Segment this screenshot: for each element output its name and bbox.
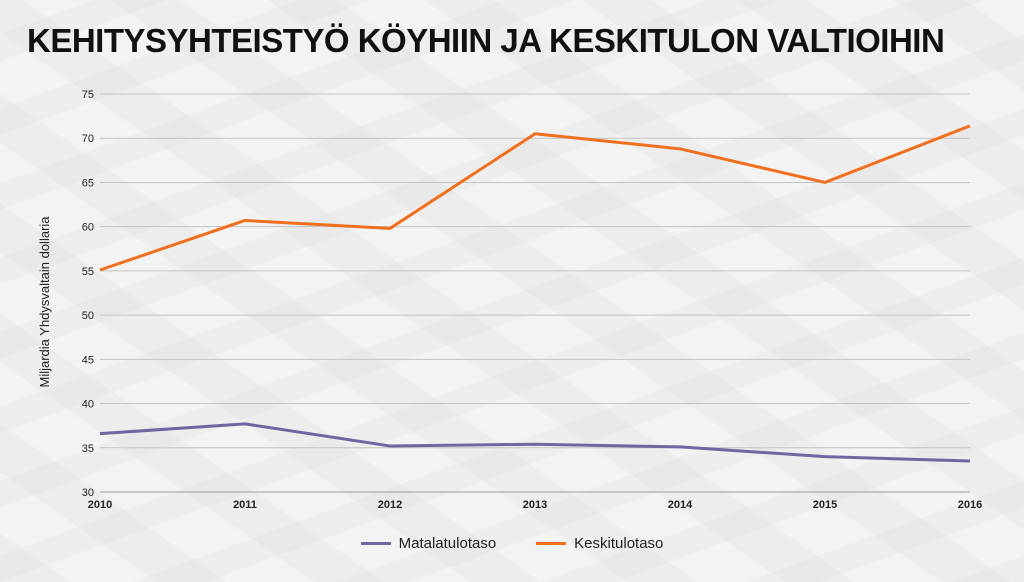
x-tick-label: 2016	[958, 499, 982, 511]
x-axis-ticks: 2010 2011 2012 2013 2014 2015 2016	[88, 499, 982, 511]
y-tick-label: 70	[82, 133, 94, 145]
y-tick-label: 45	[82, 354, 94, 366]
x-tick-label: 2011	[233, 499, 257, 511]
y-tick-label: 40	[82, 399, 94, 411]
gridlines	[100, 93, 970, 493]
legend-label: Keskitulotaso	[574, 535, 664, 552]
legend-item-keskitulotaso: Keskitulotaso	[536, 535, 663, 552]
y-tick-label: 65	[82, 177, 94, 189]
y-tick-label: 55	[82, 266, 94, 278]
legend-swatch	[536, 542, 567, 545]
y-tick-label: 30	[82, 487, 94, 499]
y-tick-label: 60	[82, 222, 94, 234]
y-tick-label: 75	[82, 89, 94, 101]
y-tick-label: 50	[82, 310, 94, 322]
series-line-keskitulotaso	[99, 124, 971, 272]
series-lines	[99, 124, 971, 463]
x-tick-label: 2015	[813, 499, 837, 511]
y-tick-label: 35	[82, 443, 94, 455]
x-tick-label: 2014	[668, 499, 693, 511]
x-tick-label: 2012	[378, 499, 402, 511]
legend-swatch	[360, 542, 391, 545]
chart-title: KEHITYSYHTEISTYÖ KÖYHIIN JA KESKITULON V…	[27, 22, 945, 59]
y-axis-ticks: 30 35 40 45 50 55 60 65 70 75	[82, 89, 94, 499]
legend: Matalatulotaso Keskitulotaso	[0, 535, 1024, 552]
legend-item-matalatulotaso: Matalatulotaso	[360, 535, 497, 552]
series-line-matalatulotaso	[99, 422, 971, 463]
legend-label: Matalatulotaso	[398, 535, 497, 552]
y-axis-label: Miljardia Yhdysvaltain dollaria	[37, 216, 52, 388]
x-tick-label: 2013	[523, 499, 547, 511]
x-tick-label: 2010	[88, 499, 112, 511]
